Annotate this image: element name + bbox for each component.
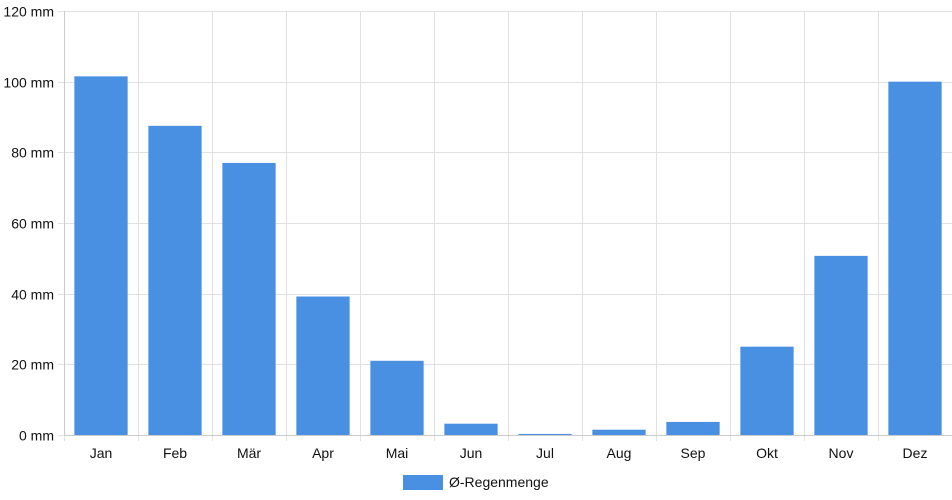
y-tick-label: 120 mm [3, 4, 54, 20]
y-tick-label: 20 mm [11, 357, 54, 373]
bar-feb[interactable] [148, 125, 202, 435]
bar-jul[interactable] [518, 433, 572, 435]
bar-aug[interactable] [592, 429, 646, 435]
y-tick-label: 80 mm [11, 145, 54, 161]
x-tick-label: Jan [90, 445, 113, 461]
x-tick-label: Jul [536, 445, 554, 461]
bar-okt[interactable] [740, 346, 794, 435]
bar-nov[interactable] [814, 255, 868, 435]
y-tick-label: 40 mm [11, 287, 54, 303]
bar-jun[interactable] [444, 423, 498, 435]
legend-label[interactable]: Ø-Regenmenge [449, 474, 549, 490]
x-tick-label: Aug [607, 445, 632, 461]
x-tick-label: Mai [386, 445, 409, 461]
legend-swatch[interactable] [403, 475, 443, 490]
x-tick-label: Apr [312, 445, 334, 461]
bars-layer [74, 76, 942, 436]
bar-mär[interactable] [222, 162, 276, 435]
y-tick-label: 60 mm [11, 216, 54, 232]
bar-dez[interactable] [888, 81, 942, 436]
bar-apr[interactable] [296, 296, 350, 435]
x-tick-label: Nov [829, 445, 854, 461]
grid-layer [58, 11, 952, 441]
x-tick-label: Mär [237, 445, 261, 461]
x-tick-label: Feb [163, 445, 187, 461]
y-tick-label: 100 mm [3, 75, 54, 91]
bar-jan[interactable] [74, 76, 128, 435]
x-tick-label: Dez [903, 445, 928, 461]
x-tick-label: Jun [460, 445, 483, 461]
axis-layer: 0 mm 20 mm 40 mm 60 mm 80 mm 100 mm 120 mm Jan F… [3, 4, 952, 461]
x-tick-label: Okt [756, 445, 778, 461]
bar-mai[interactable] [370, 360, 424, 435]
x-tick-label: Sep [681, 445, 706, 461]
bar-sep[interactable] [666, 421, 720, 435]
legend[interactable]: Ø-Regenmenge [403, 474, 549, 490]
y-tick-label: 0 mm [19, 428, 54, 444]
